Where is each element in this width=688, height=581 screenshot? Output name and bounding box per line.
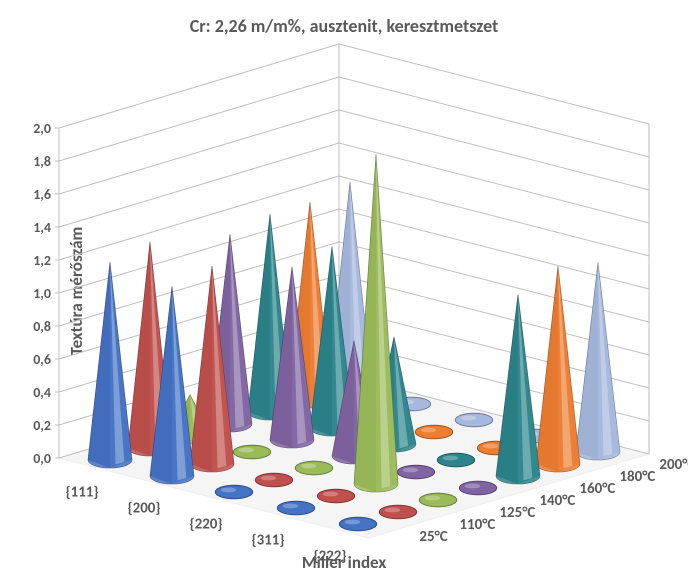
y-tick-label: 1,8: [33, 153, 51, 170]
cone-disc: [455, 413, 492, 427]
cone-disc: [397, 465, 434, 479]
cone-disc-highlight: [425, 496, 440, 501]
z-tick-label: 140°C: [539, 492, 575, 510]
cone-disc-highlight: [301, 464, 316, 469]
cone-disc-highlight: [345, 520, 360, 525]
z-tick-label: 180°C: [619, 468, 655, 486]
cone-disc-highlight: [221, 488, 236, 493]
cone-disc: [379, 505, 416, 519]
z-tick-label: 125°C: [499, 504, 535, 522]
cone-disc: [415, 425, 452, 439]
y-tick-label: 2,0: [33, 120, 51, 137]
cone-front: [88, 262, 132, 468]
cone-disc-highlight: [461, 416, 476, 421]
cone-disc-highlight: [421, 428, 436, 433]
y-tick-label: 0,2: [33, 417, 51, 434]
y-tick-label: 1,4: [33, 219, 51, 236]
cone-disc: [339, 517, 376, 531]
plot-svg: 0,0 0,2 0,4 0,6 0,8 1,0 1,2 1,4 1,6 1,8 2,0 {111} {2…: [0, 0, 688, 581]
cone-disc-highlight: [385, 508, 400, 513]
cone-disc-highlight: [283, 504, 298, 509]
cone-front: [576, 262, 620, 460]
cone-disc: [255, 473, 292, 487]
cone-front: [496, 295, 540, 485]
cone-disc: [215, 485, 252, 499]
z-tick-label: 200°C: [659, 456, 688, 474]
cone-disc: [295, 461, 332, 475]
x-tick-label: {220}: [189, 515, 222, 533]
z-tick-label: 110°C: [459, 516, 495, 534]
cone-disc: [419, 493, 456, 507]
cone-disc: [233, 445, 270, 459]
cone-disc: [459, 481, 496, 495]
cone-disc-highlight: [261, 476, 276, 481]
y-tick-label: 0,8: [33, 318, 51, 335]
chart-container: Cr: 2,26 m/m%, ausztenit, keresztmetszet…: [0, 0, 688, 581]
y-tick-label: 1,2: [33, 252, 51, 269]
y-tick-label: 1,0: [33, 285, 51, 302]
cone-disc-highlight: [483, 444, 498, 449]
y-tick-label: 0,0: [33, 450, 51, 467]
y-tick-label: 1,6: [33, 186, 51, 203]
cone-disc-highlight: [443, 456, 458, 461]
cone-disc: [437, 453, 474, 467]
cone-disc-highlight: [403, 468, 418, 473]
x-tick-label: {222}: [313, 547, 346, 565]
cone-disc: [277, 501, 314, 515]
x-tick-label: {311}: [251, 531, 284, 549]
cone-disc-highlight: [239, 448, 254, 453]
cone-disc: [317, 489, 354, 503]
cone-disc-highlight: [323, 492, 338, 497]
y-tick-label: 0,6: [33, 351, 51, 368]
z-tick-label: 160°C: [579, 480, 615, 498]
y-tick-label: 0,4: [33, 384, 51, 401]
x-tick-label: {200}: [127, 499, 160, 517]
x-tick-label: {111}: [65, 483, 98, 501]
z-tick-label: 25°C: [419, 528, 447, 546]
cone-disc-highlight: [465, 484, 480, 489]
